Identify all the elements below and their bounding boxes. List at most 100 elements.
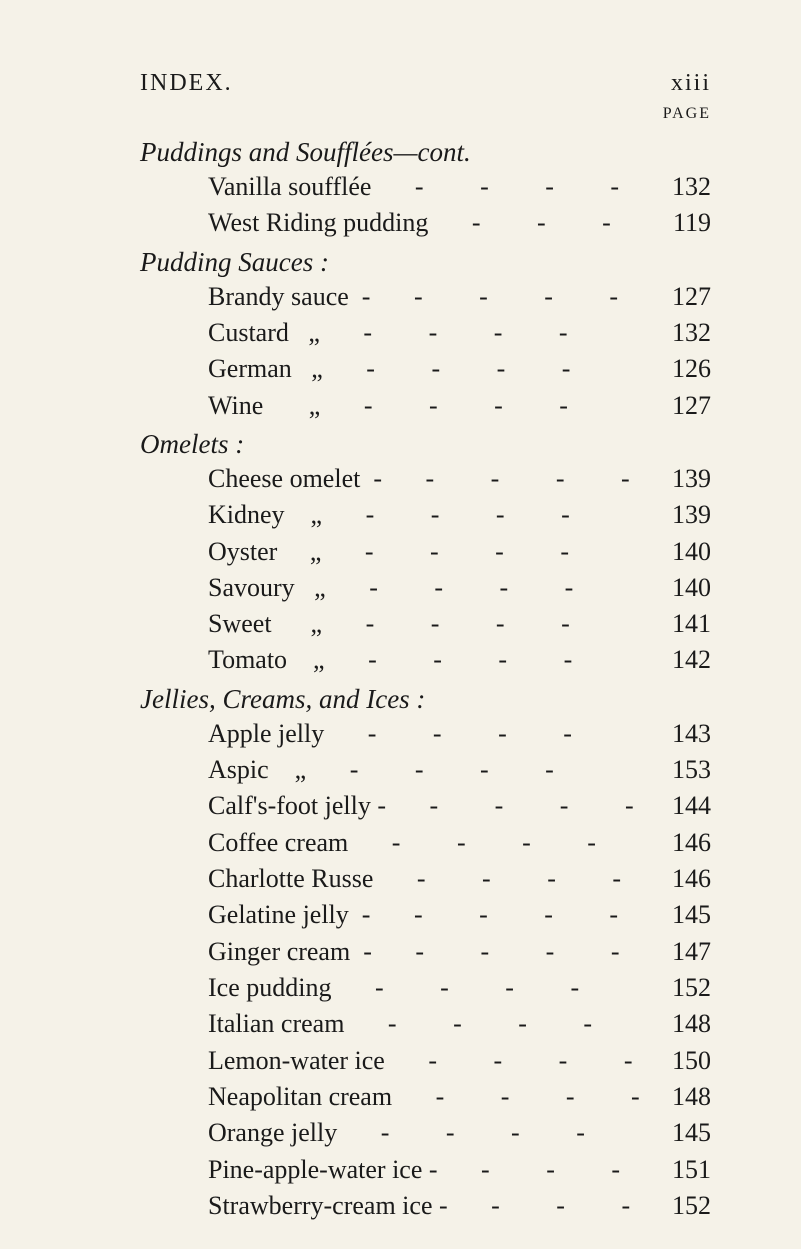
leader-dashes: - - - - xyxy=(326,571,641,605)
index-entry: Vanilla soufflée - - - - 132 xyxy=(140,170,711,204)
index-entry: Gelatine jelly - - - - - 145 xyxy=(140,898,711,932)
entry-label: Vanilla soufflée xyxy=(140,170,371,204)
leader-dashes: - - - - xyxy=(373,862,641,896)
entry-page: 146 xyxy=(641,862,711,896)
entry-label: German „ xyxy=(140,352,323,386)
index-entry: Calf's-foot jelly - - - - - 144 xyxy=(140,789,711,823)
leader-dashes: - - - - xyxy=(372,935,641,969)
entry-page: 148 xyxy=(641,1080,711,1114)
leader-dashes: - - - - xyxy=(325,643,641,677)
entry-label: Kidney „ xyxy=(140,498,322,532)
index-entry: Tomato „ - - - - 142 xyxy=(140,643,711,677)
entry-page: 140 xyxy=(641,535,711,569)
leader-dashes: - - - - xyxy=(392,1080,641,1114)
leader-dashes: - - - - xyxy=(382,462,641,496)
index-entry: Kidney „ - - - - 139 xyxy=(140,498,711,532)
index-entry: Aspic „ - - - - 153 xyxy=(140,753,711,787)
entry-page: 143 xyxy=(641,717,711,751)
entry-label: Pine-apple-water ice - xyxy=(140,1153,438,1187)
leader-dashes: - - - - xyxy=(371,170,641,204)
running-head: INDEX. xiii xyxy=(140,70,711,97)
leader-dashes: - - - - xyxy=(370,280,641,314)
entry-label: West Riding pudding xyxy=(140,206,428,240)
index-entry: Ice pudding - - - - 152 xyxy=(140,971,711,1005)
leader-dashes: - - - - xyxy=(438,1153,641,1187)
section-title: Puddings and Soufflées—cont. xyxy=(140,137,711,168)
index-heading: INDEX. xyxy=(140,70,233,97)
entry-page: 145 xyxy=(641,1116,711,1150)
index-entry: Coffee cream - - - - 146 xyxy=(140,826,711,860)
entry-page: 153 xyxy=(641,753,711,787)
index-entry: West Riding pudding - - - - 119 xyxy=(140,206,711,240)
entry-page: 152 xyxy=(641,971,711,1005)
leader-dashes: - - - - xyxy=(331,971,641,1005)
leader-dashes: - - - - xyxy=(385,1044,641,1078)
index-entry: Charlotte Russe - - - - 146 xyxy=(140,862,711,896)
leader-dashes: - - - - xyxy=(344,1007,641,1041)
index-entry: Cheese omelet - - - - - 139 xyxy=(140,462,711,496)
entry-page: 132 xyxy=(641,316,711,350)
entry-label: Charlotte Russe xyxy=(140,862,373,896)
leader-dashes: - - - - xyxy=(320,389,641,423)
entry-page: 127 xyxy=(641,389,711,423)
leader-dashes: - - - - xyxy=(348,826,641,860)
entry-page: 140 xyxy=(641,571,711,605)
section-title: Pudding Sauces : xyxy=(140,247,711,278)
index-entry: Oyster „ - - - - 140 xyxy=(140,535,711,569)
entry-label: Calf's-foot jelly - xyxy=(140,789,386,823)
index-entry: Pine-apple-water ice - - - - - 151 xyxy=(140,1153,711,1187)
entry-page: 148 xyxy=(641,1007,711,1041)
index-entry: Custard „ - - - - 132 xyxy=(140,316,711,350)
entry-label: Gelatine jelly - xyxy=(140,898,370,932)
index-entry: Strawberry-cream ice - - - - - 152 xyxy=(140,1189,711,1223)
section-title: Omelets : xyxy=(140,429,711,460)
index-entry: Lemon-water ice - - - - 150 xyxy=(140,1044,711,1078)
entry-label: Sweet „ xyxy=(140,607,322,641)
entry-page: 145 xyxy=(641,898,711,932)
entry-page: 144 xyxy=(641,789,711,823)
entry-label: Aspic „ xyxy=(140,753,306,787)
entry-page: 139 xyxy=(641,462,711,496)
index-entry: German „ - - - - 126 xyxy=(140,352,711,386)
page-number-roman: xiii xyxy=(671,70,711,97)
entry-label: Cheese omelet - xyxy=(140,462,382,496)
index-page: INDEX. xiii PAGE Puddings and Soufflées—… xyxy=(0,0,801,1249)
entry-label: Lemon-water ice xyxy=(140,1044,385,1078)
entry-label: Brandy sauce - xyxy=(140,280,370,314)
entry-label: Orange jelly xyxy=(140,1116,337,1150)
entry-page: 127 xyxy=(641,280,711,314)
entry-label: Neapolitan cream xyxy=(140,1080,392,1114)
entry-label: Ginger cream - xyxy=(140,935,372,969)
entry-page: 139 xyxy=(641,498,711,532)
entry-label: Custard „ xyxy=(140,316,320,350)
leader-dashes: - - - - xyxy=(324,717,641,751)
entry-page: 126 xyxy=(641,352,711,386)
index-entry: Sweet „ - - - - 141 xyxy=(140,607,711,641)
entry-page: 119 xyxy=(641,206,711,240)
leader-dashes: - - - - xyxy=(323,352,641,386)
leader-dashes: - - - - xyxy=(322,607,641,641)
leader-dashes: - - - - xyxy=(321,535,641,569)
entry-label: Tomato „ xyxy=(140,643,325,677)
entry-label: Wine „ xyxy=(140,389,320,423)
entry-label: Oyster „ xyxy=(140,535,321,569)
leader-dashes: - - - - xyxy=(320,316,641,350)
index-entry: Brandy sauce - - - - - 127 xyxy=(140,280,711,314)
entry-label: Strawberry-cream ice - xyxy=(140,1189,448,1223)
entry-label: Ice pudding xyxy=(140,971,331,1005)
index-entry: Italian cream - - - - 148 xyxy=(140,1007,711,1041)
index-entry: Neapolitan cream - - - - 148 xyxy=(140,1080,711,1114)
entry-page: 132 xyxy=(641,170,711,204)
entry-label: Italian cream xyxy=(140,1007,344,1041)
index-entry: Ginger cream - - - - - 147 xyxy=(140,935,711,969)
leader-dashes: - - - - xyxy=(322,498,641,532)
entry-page: 141 xyxy=(641,607,711,641)
entry-page: 151 xyxy=(641,1153,711,1187)
entry-label: Savoury „ xyxy=(140,571,326,605)
section-title: Jellies, Creams, and Ices : xyxy=(140,684,711,715)
entry-label: Coffee cream xyxy=(140,826,348,860)
entry-label: Apple jelly xyxy=(140,717,324,751)
leader-dashes: - - - - xyxy=(306,753,641,787)
leader-dashes: - - - - xyxy=(448,1189,641,1223)
page-column-label: PAGE xyxy=(140,105,711,123)
